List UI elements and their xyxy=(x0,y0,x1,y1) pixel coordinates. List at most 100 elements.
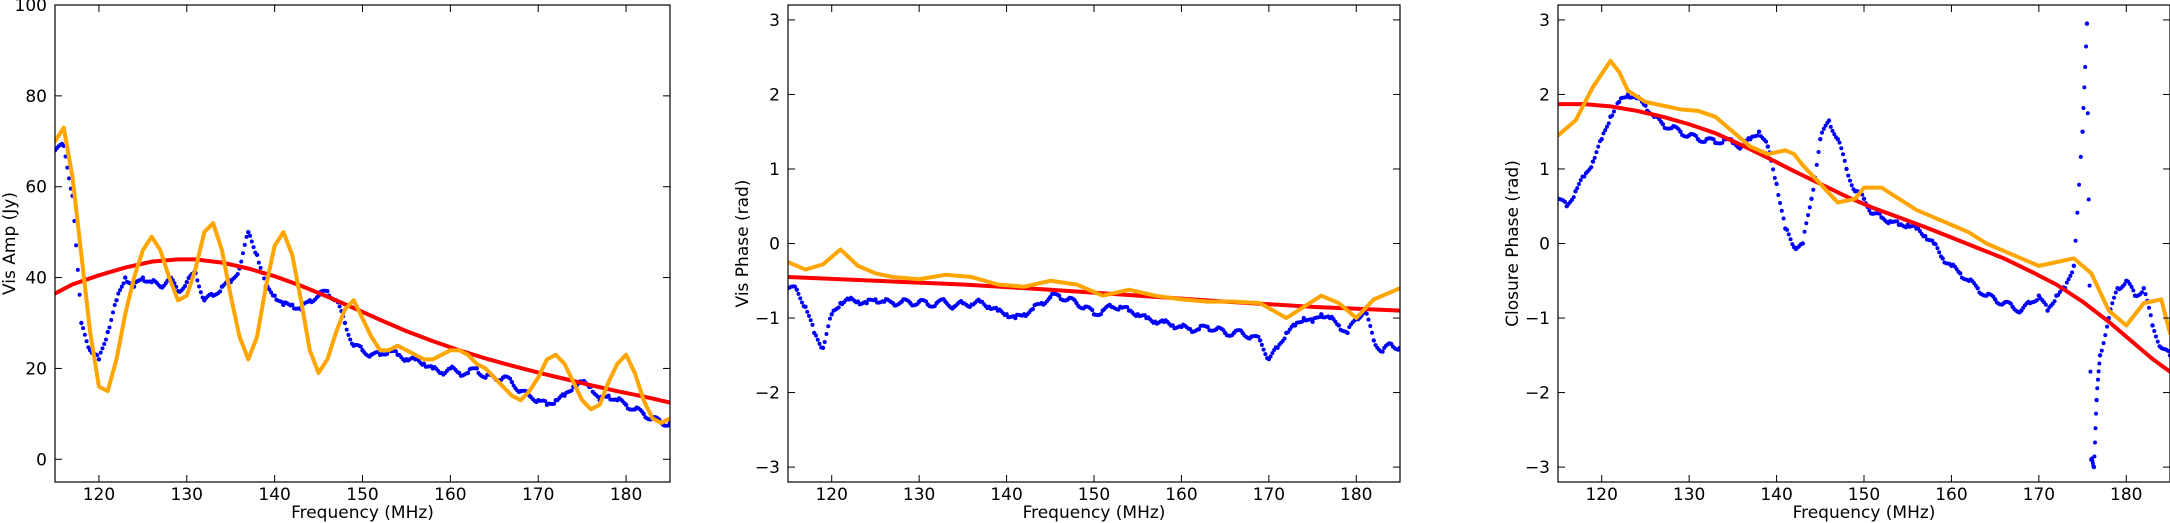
series-line-model-smooth xyxy=(55,257,670,405)
data-point xyxy=(1781,216,1786,221)
data-point xyxy=(239,259,244,264)
data-point xyxy=(1842,158,1847,163)
data-point xyxy=(140,275,146,280)
data-point xyxy=(96,357,102,362)
data-point xyxy=(1694,134,1699,139)
data-point xyxy=(290,302,295,308)
data-point xyxy=(2095,377,2100,382)
data-point xyxy=(103,337,108,342)
y-axis-label: Vis Phase (rad) xyxy=(733,180,753,308)
data-point xyxy=(1895,219,1900,224)
data-point xyxy=(251,245,256,250)
data-point xyxy=(1720,140,1725,145)
data-point xyxy=(1806,213,1811,218)
data-point xyxy=(2166,348,2170,353)
data-point xyxy=(241,251,246,256)
data-point xyxy=(2080,129,2085,134)
data-point xyxy=(110,310,115,315)
data-point xyxy=(2094,397,2099,403)
data-point xyxy=(1594,150,1599,155)
data-point xyxy=(121,281,126,286)
data-point xyxy=(1610,113,1615,118)
data-point xyxy=(1837,140,1842,145)
data-point xyxy=(2148,313,2153,318)
data-point xyxy=(242,242,247,247)
data-point xyxy=(1606,121,1611,126)
data-point xyxy=(267,287,272,292)
x-tick-label: 120 xyxy=(83,485,115,505)
data-point xyxy=(109,317,114,322)
data-point xyxy=(1756,129,1762,134)
data-point xyxy=(342,320,348,326)
data-point xyxy=(826,324,831,329)
x-tick-label: 150 xyxy=(1848,485,1880,505)
data-point xyxy=(1590,159,1596,164)
data-point xyxy=(2155,339,2160,344)
data-point xyxy=(606,393,611,398)
data-point xyxy=(114,298,119,303)
x-tick-label: 180 xyxy=(610,485,642,505)
x-tick-label: 170 xyxy=(522,485,554,505)
data-point xyxy=(623,402,629,407)
data-point xyxy=(2066,277,2071,282)
data-point xyxy=(2045,308,2050,313)
data-point xyxy=(1771,167,1776,172)
data-point xyxy=(75,267,80,272)
data-point xyxy=(2101,341,2106,346)
data-point xyxy=(246,229,251,235)
data-point xyxy=(325,289,330,294)
data-point xyxy=(2112,295,2117,300)
data-point xyxy=(74,243,79,248)
data-point xyxy=(1319,312,1324,317)
data-point xyxy=(2075,210,2080,215)
data-point xyxy=(1573,189,1578,194)
y-tick-label: −1 xyxy=(755,309,780,329)
x-tick-label: 160 xyxy=(1165,485,1197,505)
data-point xyxy=(2086,197,2091,202)
data-point xyxy=(184,279,189,285)
data-point xyxy=(2091,464,2097,470)
data-point xyxy=(1828,124,1833,129)
data-point xyxy=(1611,109,1616,114)
data-point xyxy=(2141,286,2146,291)
data-point xyxy=(1660,122,1666,127)
data-point xyxy=(1090,308,1095,313)
data-point xyxy=(269,290,274,295)
data-point xyxy=(337,304,342,309)
data-point xyxy=(2150,323,2155,328)
y-tick-label: 2 xyxy=(1539,85,1550,105)
data-point xyxy=(2070,270,2075,275)
data-point xyxy=(1592,155,1597,160)
data-point xyxy=(1196,327,1202,332)
data-point xyxy=(218,289,223,294)
x-tick-label: 130 xyxy=(903,485,935,505)
x-axis-label: Frequency (MHz) xyxy=(291,503,434,523)
data-point xyxy=(1804,221,1809,226)
data-point xyxy=(358,344,363,349)
data-point xyxy=(1599,136,1604,142)
x-tick-label: 170 xyxy=(1253,485,1285,505)
x-tick-label: 180 xyxy=(1340,485,1372,505)
data-point xyxy=(1923,233,1928,239)
data-point xyxy=(829,312,834,317)
data-point xyxy=(808,318,813,323)
data-point xyxy=(1832,132,1837,137)
axes-frame xyxy=(787,4,1401,483)
data-point xyxy=(244,234,249,239)
data-point xyxy=(84,339,89,344)
data-point xyxy=(1867,208,1872,213)
y-tick-label: −3 xyxy=(1525,458,1550,478)
data-point xyxy=(1849,183,1854,188)
data-point xyxy=(119,284,124,289)
data-point xyxy=(183,283,188,288)
data-point xyxy=(2143,292,2148,297)
data-point xyxy=(796,291,801,296)
data-point xyxy=(810,322,815,327)
data-point xyxy=(2092,454,2097,459)
data-point xyxy=(2154,334,2159,339)
data-point xyxy=(1364,311,1369,316)
data-point xyxy=(1992,297,1998,302)
data-point xyxy=(2103,333,2108,338)
data-point xyxy=(1940,256,1945,261)
data-point xyxy=(1263,352,1268,357)
